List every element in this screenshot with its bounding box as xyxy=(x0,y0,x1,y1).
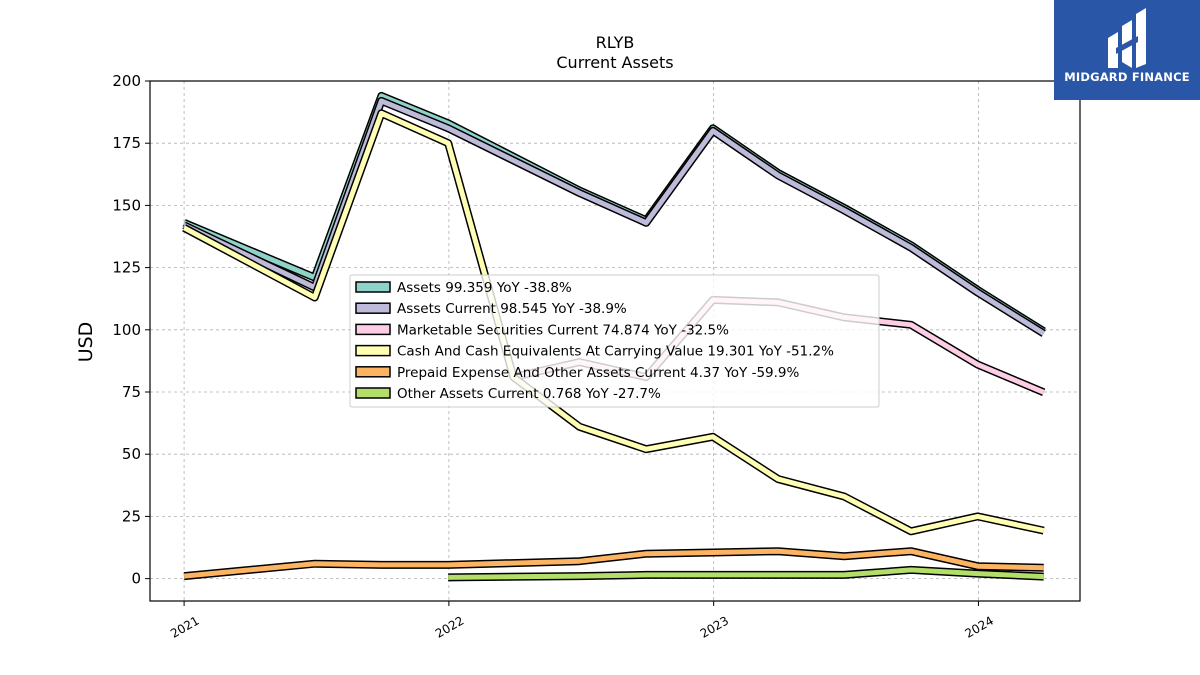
series-line-fill xyxy=(183,548,1044,579)
series-line-fill xyxy=(183,98,1046,336)
legend-label: Marketable Securities Current 74.874 YoY… xyxy=(397,322,729,338)
legend-swatch xyxy=(355,366,391,378)
legend-swatch xyxy=(355,281,391,293)
legend-label: Cash And Cash Equivalents At Carrying Va… xyxy=(397,344,834,360)
x-axis-ticks: 2021 2022 2023 2024 xyxy=(168,601,996,641)
series-line xyxy=(448,565,1044,582)
y-tick-label: 175 xyxy=(112,134,141,152)
y-tick-label: 100 xyxy=(112,321,141,339)
y-tick-label: 150 xyxy=(112,196,141,214)
chart-title: RLYB xyxy=(596,33,635,52)
legend-swatch xyxy=(355,344,391,357)
y-tick-label: 25 xyxy=(122,507,141,525)
legend: Assets 99.359 YoY -38.8% Assets Current 9… xyxy=(349,274,880,408)
chart-subtitle: Current Assets xyxy=(556,53,673,72)
legend-swatch xyxy=(355,387,391,399)
series-lines xyxy=(182,91,1046,582)
legend-swatch xyxy=(355,323,391,336)
y-tick-label: 125 xyxy=(112,259,141,277)
legend-label: Prepaid Expense And Other Assets Current… xyxy=(397,365,800,381)
series-line-fill xyxy=(182,110,1045,534)
logo: MIDGARD FINANCE xyxy=(1054,0,1200,100)
y-tick-label: 0 xyxy=(131,570,141,588)
legend-swatch xyxy=(355,302,391,314)
midgard-logo-mark-icon xyxy=(1108,8,1146,68)
x-tick-label: 2024 xyxy=(962,613,995,640)
series-line xyxy=(182,109,1045,536)
x-tick-label: 2023 xyxy=(698,613,731,640)
series-line-fill xyxy=(448,567,1044,580)
legend-label: Other Assets Current 0.768 YoY -27.7% xyxy=(397,386,661,402)
legend-label: Assets 99.359 YoY -38.8% xyxy=(397,280,572,296)
logo-label: MIDGARD FINANCE xyxy=(1064,70,1190,84)
series-line xyxy=(183,547,1044,581)
y-tick-label: 200 xyxy=(112,72,141,90)
y-tick-label: 75 xyxy=(122,383,141,401)
x-tick-label: 2021 xyxy=(168,613,201,640)
legend-box xyxy=(349,274,880,408)
plot-frame xyxy=(149,80,1081,602)
y-axis-label: USD xyxy=(75,322,97,363)
legend-label: Assets Current 98.545 YoY -38.9% xyxy=(397,301,627,317)
x-tick-label: 2022 xyxy=(433,613,466,640)
series-line xyxy=(182,96,1046,337)
y-tick-label: 50 xyxy=(122,445,141,463)
y-axis-ticks: 0 25 50 75 100 125 150 175 200 xyxy=(112,72,150,588)
